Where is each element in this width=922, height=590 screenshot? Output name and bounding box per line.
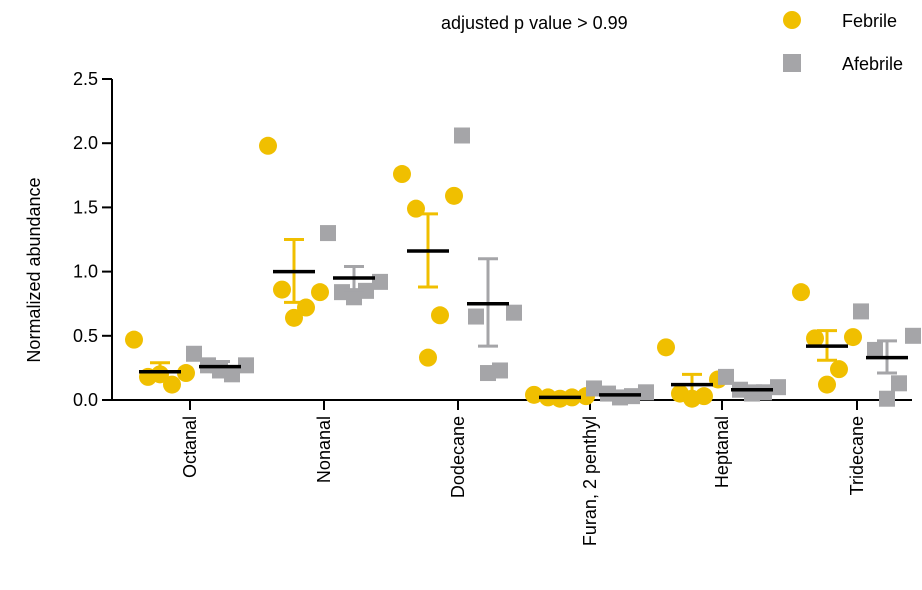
- data-point-square: [238, 357, 254, 374]
- data-point-square: [372, 273, 388, 290]
- data-point-square: [468, 308, 484, 325]
- group-febrile-0: [125, 330, 195, 394]
- legend-item-febrile: Febrile: [783, 11, 897, 31]
- legend-label: Afebrile: [842, 54, 903, 74]
- data-point-circle: [806, 329, 824, 348]
- group-febrile-1: [259, 136, 329, 327]
- y-tick-label: 1.5: [73, 197, 98, 217]
- data-point-circle: [393, 165, 411, 184]
- group-afebrile-3: [586, 380, 654, 406]
- legend-label: Febrile: [842, 11, 897, 31]
- data-point-circle: [419, 348, 437, 367]
- group-febrile-2: [393, 165, 463, 367]
- data-point-circle: [844, 328, 862, 347]
- data-point-square: [770, 379, 786, 396]
- data-point-square: [891, 375, 907, 392]
- data-point-circle: [818, 375, 836, 394]
- y-tick-label: 2.0: [73, 133, 98, 153]
- data-point-square: [346, 289, 362, 306]
- legend-square-marker: [783, 54, 801, 72]
- group-febrile-4: [657, 338, 727, 408]
- y-tick-label: 0.0: [73, 390, 98, 410]
- p-value-annotation: adjusted p value > 0.99: [441, 13, 628, 33]
- data-point-square: [480, 365, 496, 382]
- x-tick-label: Nonanal: [314, 416, 334, 483]
- x-tick-label: Dodecane: [448, 416, 468, 498]
- legend-circle-marker: [783, 11, 801, 29]
- legend-item-afebrile: Afebrile: [783, 54, 903, 74]
- data-point-square: [905, 327, 921, 344]
- data-point-circle: [792, 283, 810, 302]
- y-tick-label: 0.5: [73, 326, 98, 346]
- data-point-circle: [259, 136, 277, 155]
- data-point-square: [454, 127, 470, 144]
- group-afebrile-2: [454, 127, 522, 382]
- data-point-square: [638, 384, 654, 401]
- group-febrile-3: [525, 385, 595, 408]
- x-tick-label: Tridecane: [847, 416, 867, 495]
- group-afebrile-5: [853, 303, 921, 407]
- data-point-circle: [657, 338, 675, 357]
- data-point-circle: [830, 360, 848, 379]
- data-point-circle: [125, 330, 143, 349]
- data-point-circle: [525, 385, 543, 404]
- data-point-square: [186, 345, 202, 362]
- data-point-square: [718, 368, 734, 385]
- data-point-circle: [431, 306, 449, 325]
- data-point-circle: [445, 186, 463, 205]
- data-point-circle: [177, 364, 195, 383]
- x-tick-label: Octanal: [180, 416, 200, 478]
- data-point-circle: [285, 308, 303, 327]
- data-point-square: [879, 390, 895, 407]
- group-febrile-5: [792, 283, 862, 394]
- data-point-square: [867, 341, 883, 358]
- y-axis-label: Normalized abundance: [24, 177, 44, 362]
- data-point-circle: [273, 280, 291, 299]
- y-axis: 0.0 0.5 1.0 1.5 2.0 2.5: [73, 69, 113, 410]
- group-afebrile-0: [186, 345, 254, 383]
- y-tick-label: 1.0: [73, 262, 98, 282]
- y-tick-label: 2.5: [73, 69, 98, 89]
- x-tick-label: Heptanal: [712, 416, 732, 488]
- data-point-square: [586, 380, 602, 397]
- data-point-square: [853, 303, 869, 320]
- group-afebrile-4: [718, 368, 786, 402]
- x-axis: Octanal Nonanal Dodecane Furan, 2 penthyl He…: [112, 399, 912, 546]
- data-point-square: [320, 225, 336, 242]
- x-tick-label: Furan, 2 penthyl: [580, 416, 600, 546]
- group-afebrile-1: [320, 225, 388, 306]
- legend: Febrile Afebrile: [783, 11, 903, 74]
- data-point-circle: [311, 283, 329, 302]
- plot-area: [125, 127, 921, 408]
- data-point-square: [506, 304, 522, 321]
